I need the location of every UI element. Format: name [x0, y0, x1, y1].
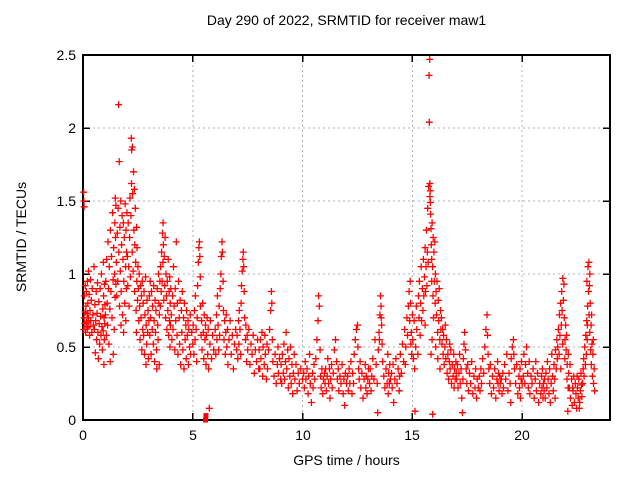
x-axis-label: GPS time / hours	[293, 452, 400, 468]
plot-border	[82, 54, 611, 421]
y-tick-label-2: 2	[68, 120, 76, 136]
y-tick-label-0-5: 0.5	[56, 339, 76, 355]
x-tick-label-5: 5	[189, 427, 197, 443]
scatter-points-0	[80, 55, 599, 418]
x-tick-label-10: 10	[295, 427, 311, 443]
y-tick-label-0: 0	[68, 412, 76, 428]
y-tick-label-1-5: 1.5	[56, 193, 76, 209]
x-tick-label-0: 0	[79, 427, 87, 443]
x-tick-label-15: 15	[404, 427, 420, 443]
y-tick-label-1: 1	[68, 266, 76, 282]
square-point-1	[203, 417, 209, 423]
y-tick-label-2-5: 2.5	[56, 47, 76, 63]
square-point-1	[203, 413, 209, 419]
x-tick-label-20: 20	[514, 427, 530, 443]
chart-title: Day 290 of 2022, SRMTID for receiver maw…	[206, 12, 487, 28]
